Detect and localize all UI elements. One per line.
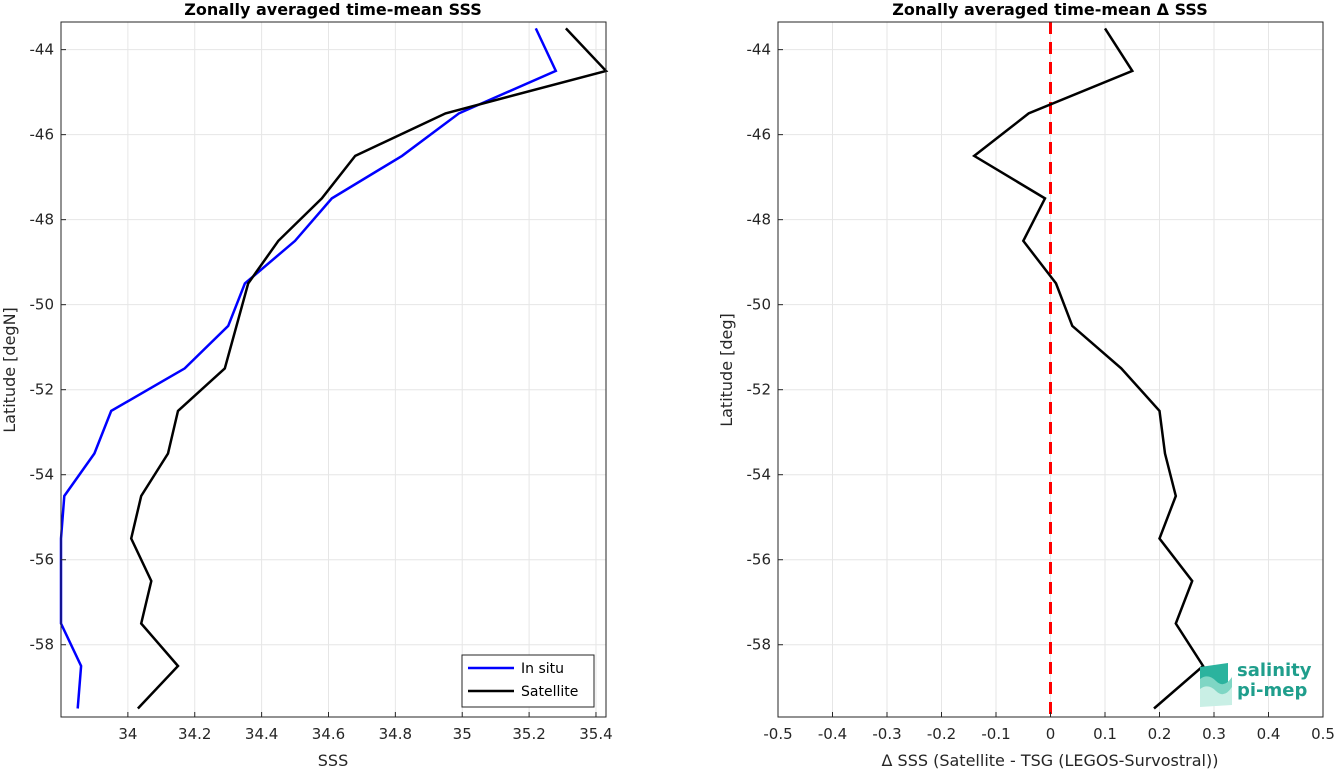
y-tick-label: -44	[30, 41, 55, 59]
grid	[61, 22, 606, 717]
x-tick-label: 34.4	[245, 725, 278, 743]
series-group	[971, 22, 1205, 717]
y-tick-label: -54	[30, 466, 55, 484]
y-tick-label: -54	[747, 466, 772, 484]
x-tick-label: 34.6	[312, 725, 345, 743]
y-tick-label: -58	[30, 636, 55, 654]
logo-line1: salinity	[1237, 660, 1312, 681]
x-tick-label: 0.4	[1257, 725, 1281, 743]
x-tick-label: 0.2	[1148, 725, 1172, 743]
legend-box	[461, 654, 595, 708]
ticks: 34 34.2 34.4 34.6 34.8 35 35.2 35.4 -58 -56 -54 -52…	[30, 41, 613, 743]
x-tick-label: 0.3	[1202, 725, 1226, 743]
x-tick-label: 0.1	[1093, 725, 1117, 743]
y-tick-label: -56	[747, 551, 772, 569]
y-tick-label: -52	[747, 381, 772, 399]
x-tick-label: 35	[453, 725, 472, 743]
x-tick-label: 34.2	[178, 725, 211, 743]
x-tick-label: -0.3	[872, 725, 901, 743]
x-tick-label: 34.8	[379, 725, 412, 743]
chart-right: -0.5 -0.4 -0.3 -0.2 -0.1 0 0.1 0.2 0.3 0.4 0.5 -58 -…	[717, 0, 1335, 769]
x-tick-label: 0	[1046, 725, 1056, 743]
x-tick-label: 35.2	[512, 725, 545, 743]
y-tick-label: -56	[30, 551, 55, 569]
x-tick-label: -0.5	[763, 725, 792, 743]
x-axis-label: SSS	[318, 751, 348, 769]
salinity-pi-mep-logo: salinity pi-mep	[1198, 657, 1323, 707]
axes-box	[60, 21, 607, 718]
chart-title: Zonally averaged time-mean Δ SSS	[892, 0, 1208, 19]
y-axis-label: Latitude [degN]	[0, 307, 19, 433]
x-tick-label: 35.4	[579, 725, 612, 743]
y-tick-label: -50	[747, 296, 772, 314]
legend-label-in-situ: In situ	[521, 661, 564, 677]
series-line-delta-sss	[971, 27, 1205, 710]
y-tick-label: -52	[30, 381, 55, 399]
y-tick-label: -44	[747, 41, 772, 59]
x-tick-label: -0.4	[818, 725, 847, 743]
legend: In situ Satellite	[461, 654, 595, 708]
y-tick-label: -48	[30, 211, 55, 229]
series-line-satellite	[129, 27, 609, 710]
wave-logo-icon	[1200, 663, 1232, 707]
x-tick-label: 0.5	[1311, 725, 1335, 743]
y-tick-label: -48	[747, 211, 772, 229]
y-tick-label: -46	[747, 126, 772, 144]
x-tick-label: -0.2	[927, 725, 956, 743]
y-axis-label: Latitude [deg]	[717, 313, 736, 427]
x-tick-label: -0.1	[981, 725, 1010, 743]
x-axis-label: Δ SSS (Satellite - TSG (LEGOS-Survostral…	[882, 751, 1219, 769]
chart-title: Zonally averaged time-mean SSS	[184, 0, 482, 19]
y-tick-label: -58	[747, 636, 772, 654]
chart-left: 34 34.2 34.4 34.6 34.8 35 35.2 35.4 -58 -56 -54 -52…	[0, 0, 613, 769]
legend-label-satellite: Satellite	[521, 684, 578, 700]
plot-area	[61, 22, 606, 717]
y-tick-label: -50	[30, 296, 55, 314]
x-tick-label: 34	[118, 725, 137, 743]
logo-line2: pi-mep	[1237, 680, 1308, 701]
y-tick-label: -46	[30, 126, 55, 144]
ticks: -0.5 -0.4 -0.3 -0.2 -0.1 0 0.1 0.2 0.3 0.4 0.5 -58 -…	[747, 41, 1335, 743]
